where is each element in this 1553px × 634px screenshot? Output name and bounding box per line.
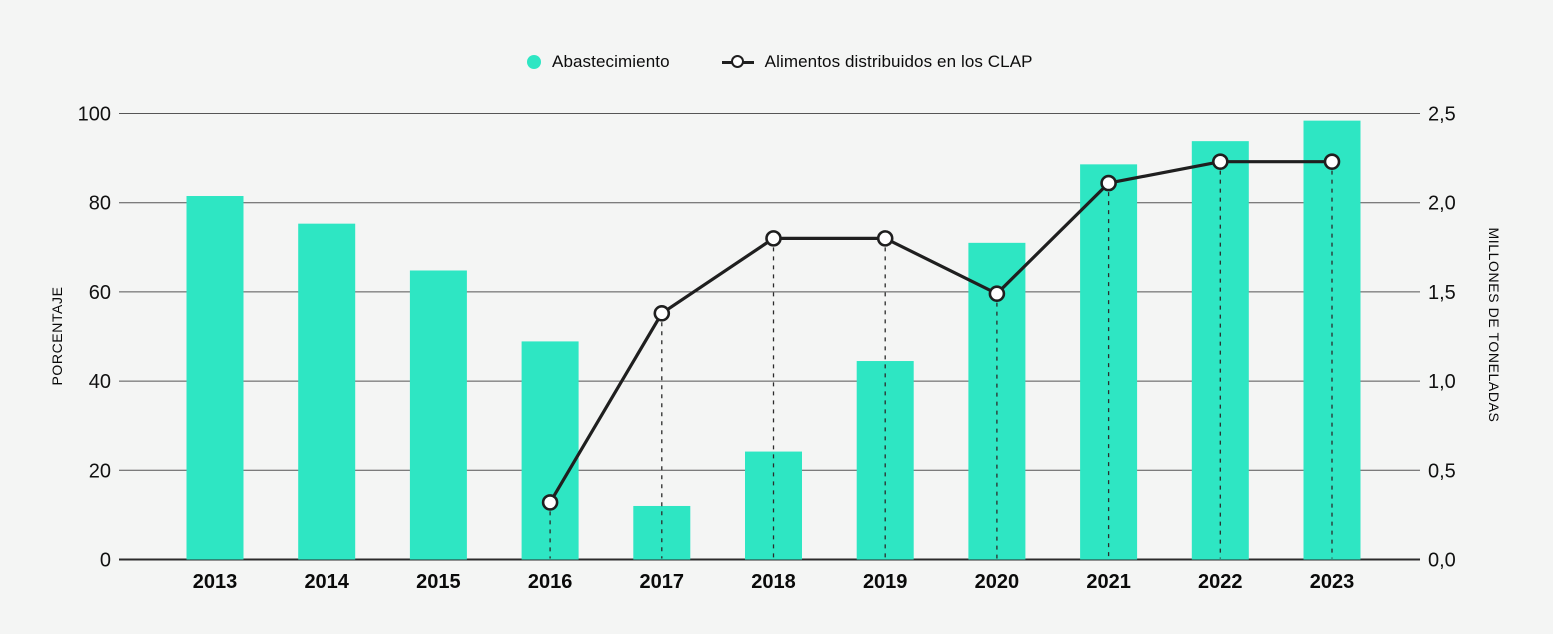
- y-left-tick-80: 80: [89, 193, 111, 215]
- y-right-tick-1_5: 1,5: [1428, 282, 1456, 304]
- y-right-tick-0_5: 0,5: [1428, 460, 1456, 482]
- bar-series-swatch-icon: [527, 55, 541, 69]
- x-tick-2013: 2013: [193, 571, 238, 593]
- y-right-tick-1_0: 1,0: [1428, 371, 1456, 393]
- y-right-tick-0_0: 0,0: [1428, 550, 1456, 572]
- marker-2022: [1212, 153, 1229, 170]
- bar-2016: [521, 341, 579, 560]
- marker-2018: [765, 230, 782, 247]
- x-tick-2022: 2022: [1198, 571, 1243, 593]
- legend-item-clap: Alimentos distribuidos en los CLAP: [721, 52, 1033, 72]
- legend-item-abastecimiento: Abastecimiento: [527, 52, 670, 72]
- marker-2016: [541, 494, 559, 511]
- x-tick-2017: 2017: [640, 571, 685, 593]
- bar-2015: [409, 270, 467, 560]
- marker-2021: [1100, 174, 1117, 192]
- y-left-tick-100: 100: [78, 104, 111, 126]
- x-tick-2015: 2015: [416, 571, 461, 593]
- y-left-tick-20: 20: [89, 460, 111, 482]
- bar-2018: [745, 451, 802, 560]
- y-left-axis-title: PORCENTAJE: [49, 286, 65, 385]
- y-left-tick-0: 0: [100, 550, 111, 572]
- x-tick-2014: 2014: [304, 571, 349, 593]
- marker-2017: [653, 305, 671, 322]
- x-tick-2019: 2019: [863, 571, 908, 593]
- x-tick-2020: 2020: [975, 571, 1020, 593]
- bar-2013: [186, 196, 244, 560]
- x-tick-2018: 2018: [751, 571, 796, 593]
- y-left-tick-60: 60: [89, 282, 111, 304]
- marker-2020: [988, 285, 1006, 302]
- y-right-axis-title: MILLONES DE TONELADAS: [1486, 228, 1502, 423]
- line-series-swatch-icon: [721, 55, 754, 69]
- x-tick-2021: 2021: [1086, 571, 1131, 593]
- bar-2022: [1191, 141, 1249, 560]
- y-left-tick-40: 40: [89, 371, 111, 393]
- bar-2014: [298, 223, 356, 560]
- legend-label-clap: Alimentos distribuidos en los CLAP: [764, 52, 1033, 71]
- y-right-tick-2_0: 2,0: [1428, 193, 1456, 215]
- legend-label-abastecimiento: Abastecimiento: [552, 52, 670, 71]
- marker-2023: [1323, 153, 1341, 170]
- x-tick-2023: 2023: [1310, 571, 1355, 593]
- x-tick-2016: 2016: [528, 571, 573, 593]
- chart-legend: Abastecimiento Alimentos distribuidos en…: [527, 52, 1033, 72]
- y-right-tick-2_5: 2,5: [1428, 104, 1456, 126]
- clap-line-series: [548, 160, 1334, 505]
- bar-2023: [1303, 120, 1361, 560]
- marker-2019: [876, 230, 894, 247]
